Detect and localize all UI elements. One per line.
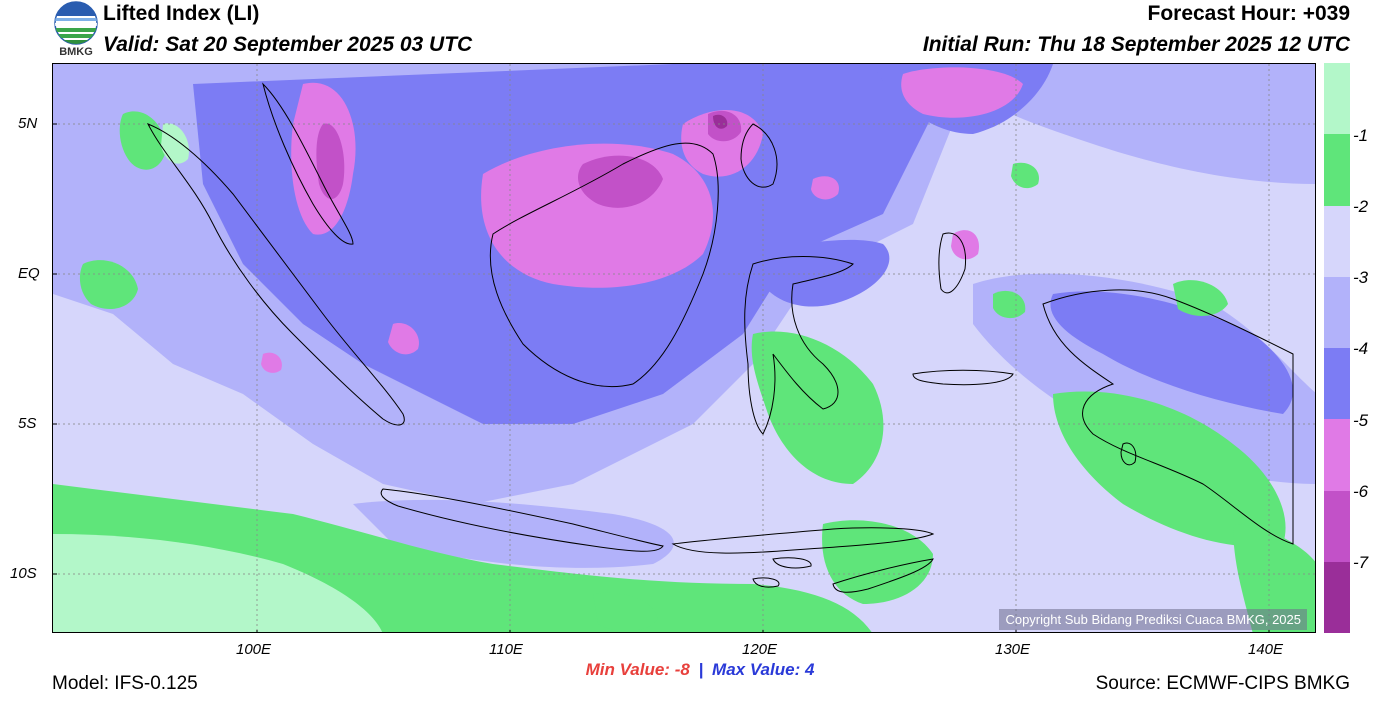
min-value: Min Value: -8: [585, 660, 690, 679]
forecast-hour: Forecast Hour: +039: [1147, 2, 1351, 25]
malay-peninsula-outline: [262, 82, 354, 245]
colorbar-segment: [1324, 134, 1350, 206]
colorbar-label: -4: [1353, 339, 1369, 358]
lon-label-130e: 130E: [995, 641, 1031, 658]
colorbar-segment: [1324, 348, 1350, 419]
colorbar-segment: [1324, 562, 1350, 633]
timor-outline: [832, 558, 934, 593]
seram-outline: [912, 369, 1014, 386]
coastlines: [146, 82, 1294, 593]
lat-label-5s: 5S: [18, 415, 37, 432]
lon-label-110e: 110E: [489, 641, 523, 658]
min-max-values: Min Value: -8 | Max Value: 4: [0, 660, 1400, 680]
colorbar-label: -5: [1353, 411, 1369, 430]
colorbar-label: -2: [1353, 197, 1369, 216]
colorbar-segment: [1324, 419, 1350, 491]
lat-label-eq: EQ: [18, 265, 40, 282]
li-field-map: [53, 64, 1315, 632]
colorbar-segment: [1324, 206, 1350, 277]
map-panel: Copyright Sub Bidang Prediksi Cuaca BMKG…: [52, 63, 1316, 633]
initial-run: Initial Run: Thu 18 September 2025 12 UT…: [922, 33, 1350, 56]
lon-label-140e: 140E: [1248, 641, 1284, 658]
bmkg-globe-icon: [54, 1, 98, 45]
sumatra-outline: [146, 123, 405, 426]
java-outline: [380, 488, 664, 552]
max-value: Max Value: 4: [712, 660, 815, 679]
sulawesi-outline: [744, 256, 854, 435]
colorbar-label: -1: [1353, 126, 1369, 145]
new-guinea-outline: [1042, 289, 1294, 545]
colorbar-segment: [1324, 491, 1350, 562]
mindanao-outline: [740, 123, 778, 188]
valid-time: Valid: Sat 20 September 2025 03 UTC: [103, 33, 473, 56]
lat-label-10s: 10S: [10, 565, 37, 582]
borneo-outline: [489, 142, 719, 388]
logo-text: BMKG: [59, 46, 93, 58]
stats-separator: |: [698, 660, 704, 679]
nusa-tenggara-outline: [671, 527, 935, 554]
colorbar-label: -6: [1353, 482, 1369, 501]
colorbar-label: -3: [1353, 268, 1369, 287]
lat-label-5n: 5N: [18, 115, 38, 132]
colorbar-segment: [1324, 277, 1350, 348]
copyright-notice: Copyright Sub Bidang Prediksi Cuaca BMKG…: [999, 609, 1307, 630]
colorbar-segment: [1324, 63, 1350, 134]
halmahera-outline: [938, 232, 967, 294]
chart-title: Lifted Index (LI): [103, 2, 260, 25]
model-info: Model: IFS-0.125: [52, 673, 198, 694]
colorbar: [1324, 63, 1350, 633]
lon-label-100e: 100E: [236, 641, 272, 658]
bmkg-logo: BMKG: [52, 1, 100, 61]
lon-label-120e: 120E: [742, 641, 778, 658]
colorbar-label: -7: [1353, 553, 1369, 572]
source-info: Source: ECMWF-CIPS BMKG: [1095, 673, 1350, 694]
